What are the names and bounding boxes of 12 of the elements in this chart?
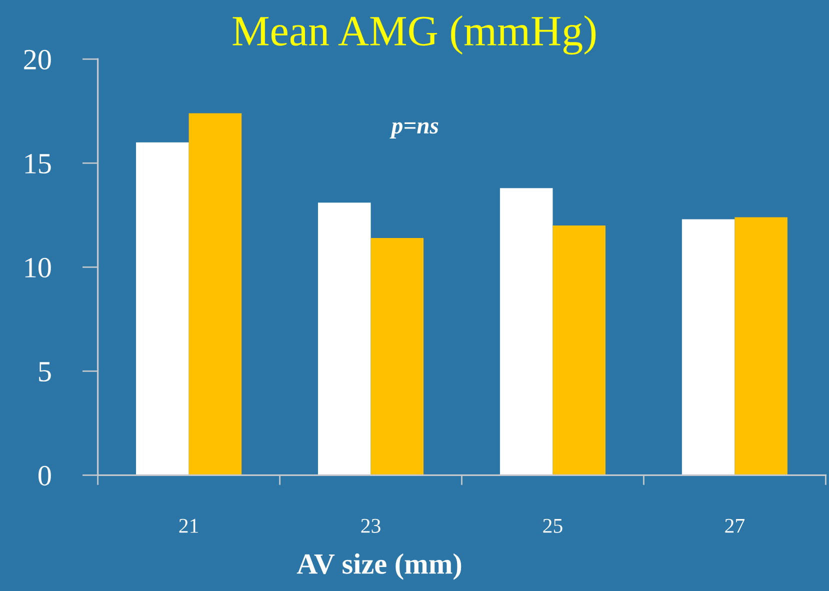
annotation: p=ns — [390, 122, 438, 138]
y-tick-label: 5 — [39, 362, 51, 382]
x-tick-label: 27 — [725, 518, 745, 533]
chart-title: Mean AMG (mmHg) — [232, 15, 596, 55]
x-tick-label: 23 — [361, 518, 380, 533]
y-tick-label: 10 — [25, 258, 51, 278]
x-tick-label: 25 — [543, 518, 562, 533]
y-tick-label: 0 — [38, 466, 51, 486]
x-tick-label: 21 — [179, 518, 198, 533]
y-tick-label: 20 — [24, 50, 51, 70]
x-axis-title: AV size (mm) — [296, 553, 462, 580]
y-tick-label: 15 — [25, 154, 51, 174]
